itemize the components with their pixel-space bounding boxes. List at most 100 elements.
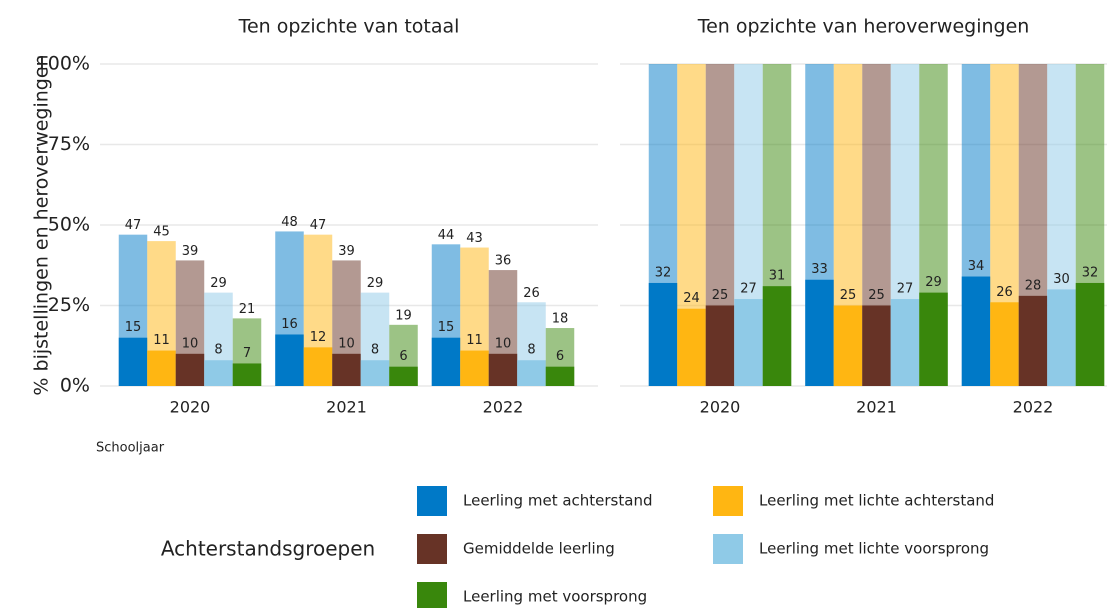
part-label: 27	[897, 282, 914, 297]
legend-swatch	[417, 486, 447, 516]
total-label: 36	[495, 254, 512, 269]
total-label: 45	[153, 225, 170, 240]
y-tick-label: 0%	[60, 375, 90, 397]
x-axis-label: Schooljaar	[96, 441, 165, 456]
part-bar	[303, 347, 333, 386]
part-label: 33	[811, 262, 828, 277]
part-bar	[545, 366, 575, 386]
y-tick-label: 25%	[48, 294, 90, 316]
part-label: 8	[527, 343, 535, 358]
part-bar	[833, 305, 863, 386]
part-bar	[460, 350, 489, 386]
part-label: 8	[214, 343, 222, 358]
part-bar	[890, 299, 920, 386]
total-label: 18	[552, 312, 569, 327]
part-bar	[332, 353, 361, 386]
part-bar	[677, 308, 706, 386]
legend-swatch	[713, 534, 743, 564]
part-label: 25	[840, 288, 857, 303]
part-bar	[762, 286, 792, 386]
x-tick-label: 2020	[170, 398, 211, 417]
part-bar	[147, 350, 176, 386]
total-label: 48	[281, 215, 298, 230]
part-bar	[204, 360, 233, 386]
x-tick-label: 2022	[1013, 398, 1054, 417]
part-label: 34	[968, 259, 985, 274]
part-label: 15	[125, 320, 142, 335]
total-label: 26	[523, 286, 540, 301]
part-label: 10	[338, 336, 355, 351]
total-label: 21	[239, 302, 256, 317]
part-label: 28	[1025, 278, 1042, 293]
legend-label: Gemiddelde leerling	[463, 540, 615, 558]
part-bar	[275, 334, 304, 386]
part-label: 24	[683, 291, 700, 306]
total-label: 47	[125, 218, 142, 233]
part-bar	[1018, 295, 1048, 386]
panel-title: Ten opzichte van heroverwegingen	[697, 16, 1030, 38]
x-tick-label: 2022	[483, 398, 524, 417]
total-label: 44	[438, 228, 455, 243]
part-bar	[705, 305, 735, 386]
legend-swatch	[713, 486, 743, 516]
y-tick-label: 75%	[48, 133, 90, 155]
part-bar	[488, 353, 518, 386]
legend-title: Achterstandsgroepen	[161, 537, 375, 561]
part-bar	[990, 302, 1019, 386]
part-label: 26	[996, 285, 1013, 300]
y-tick-label: 100%	[36, 53, 90, 75]
part-label: 31	[769, 269, 786, 284]
part-bar	[734, 299, 763, 386]
part-bar	[517, 360, 546, 386]
y-axis-label: % bijstellingen en heroverwegingen	[31, 54, 53, 395]
legend-label: Leerling met lichte achterstand	[759, 492, 994, 510]
part-bar	[961, 276, 991, 386]
legend-label: Leerling met lichte voorsprong	[759, 540, 989, 558]
part-label: 16	[281, 317, 298, 332]
part-label: 7	[243, 346, 251, 361]
y-tick-label: 50%	[48, 214, 90, 236]
part-bar	[805, 279, 834, 386]
part-label: 15	[438, 320, 455, 335]
x-tick-label: 2020	[700, 398, 741, 417]
part-bar	[389, 366, 418, 386]
part-label: 6	[556, 349, 564, 364]
total-label: 47	[310, 218, 327, 233]
part-label: 29	[925, 275, 942, 290]
legend-swatch	[417, 582, 447, 608]
part-label: 6	[399, 349, 407, 364]
total-label: 19	[395, 308, 412, 323]
part-bar	[862, 305, 891, 386]
part-label: 27	[740, 282, 757, 297]
part-bar	[232, 363, 262, 386]
part-label: 25	[712, 288, 729, 303]
part-label: 12	[310, 330, 327, 345]
part-bar	[1047, 289, 1076, 386]
part-label: 25	[868, 288, 885, 303]
part-label: 11	[466, 333, 483, 348]
x-tick-label: 2021	[856, 398, 897, 417]
total-label: 39	[182, 244, 199, 259]
part-bar	[175, 353, 205, 386]
part-bar	[919, 292, 948, 386]
legend-label: Leerling met achterstand	[463, 492, 652, 510]
part-label: 32	[655, 265, 672, 280]
x-tick-label: 2021	[326, 398, 367, 417]
part-bar	[360, 360, 390, 386]
legend-swatch	[417, 534, 447, 564]
part-bar	[431, 337, 461, 386]
total-label: 43	[466, 231, 483, 246]
total-label: 29	[367, 276, 384, 291]
part-label: 10	[182, 336, 199, 351]
part-bar	[1075, 282, 1105, 386]
part-label: 11	[153, 333, 170, 348]
part-bar	[118, 337, 148, 386]
part-label: 10	[495, 336, 512, 351]
part-label: 32	[1082, 265, 1099, 280]
panel-title: Ten opzichte van totaal	[238, 16, 460, 38]
part-label: 30	[1053, 272, 1070, 287]
part-bar	[648, 282, 678, 386]
part-label: 8	[371, 343, 379, 358]
total-label: 29	[210, 276, 227, 291]
